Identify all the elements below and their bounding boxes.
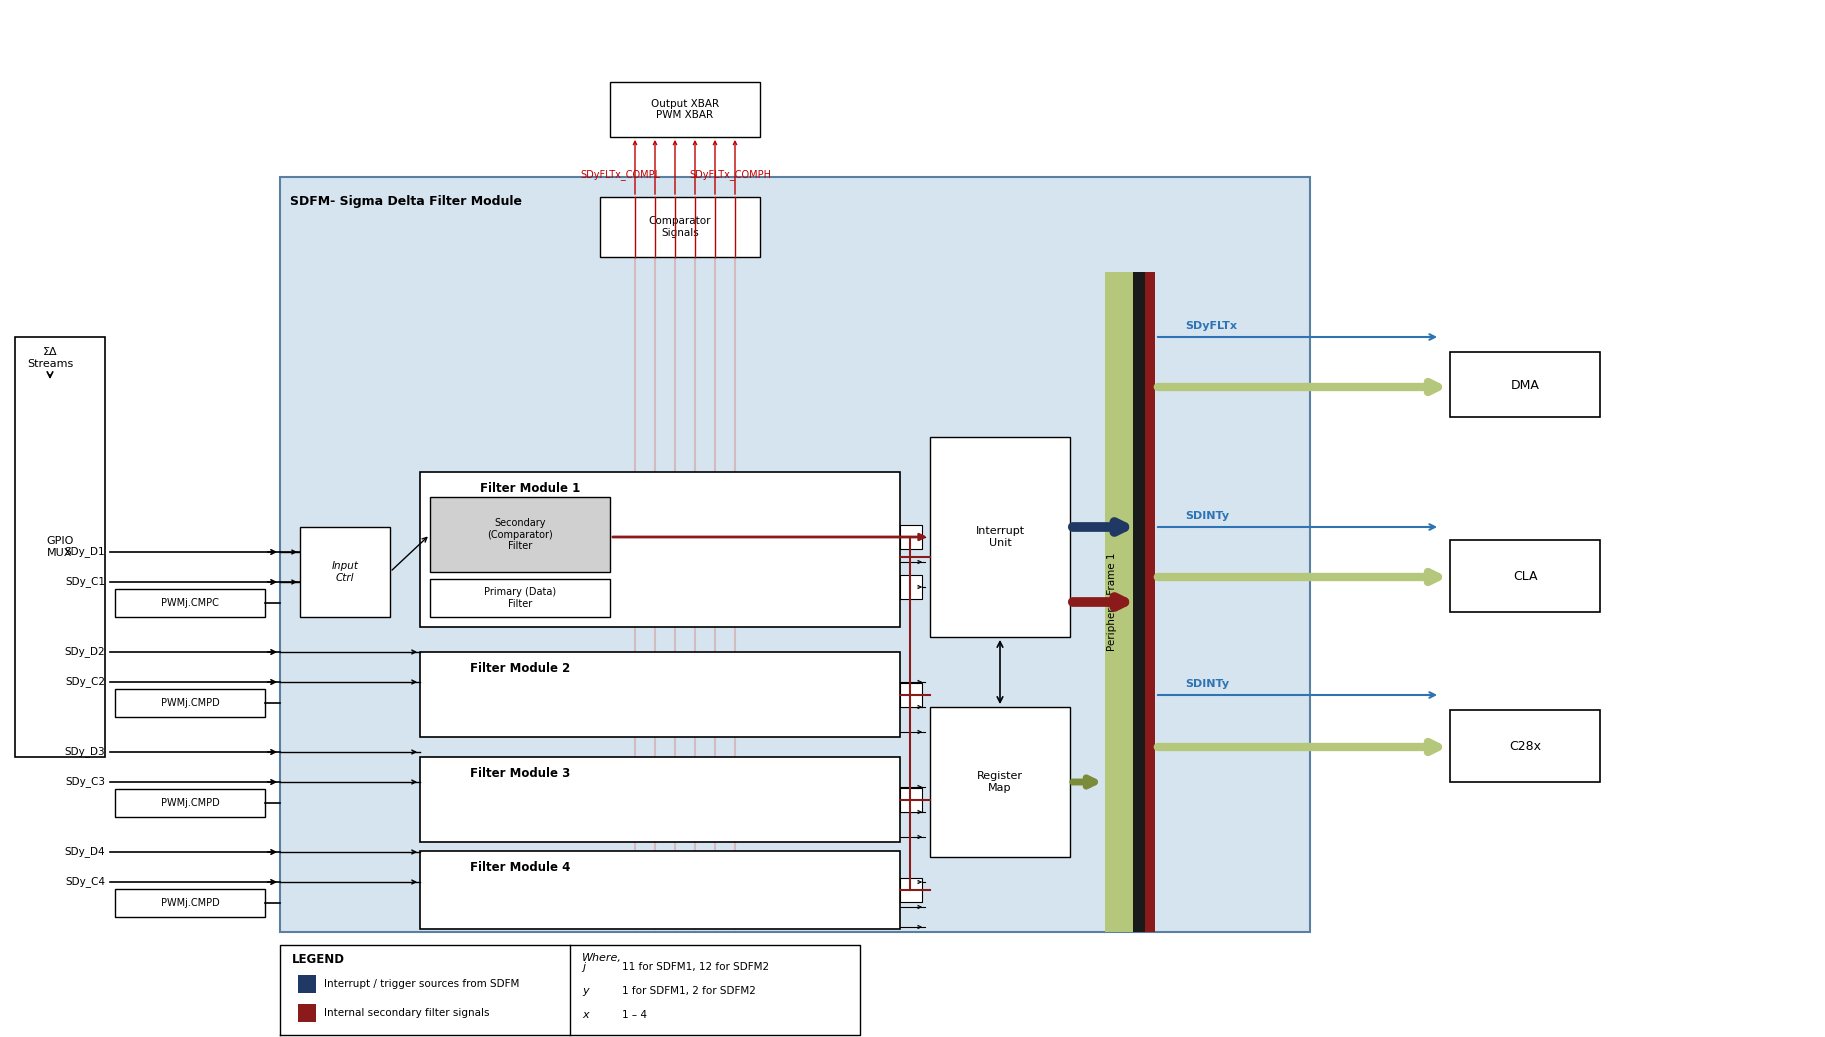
Text: Interrupt
Unit: Interrupt Unit [975, 526, 1024, 548]
FancyBboxPatch shape [420, 472, 900, 627]
FancyBboxPatch shape [900, 525, 922, 549]
Text: C28x: C28x [1509, 739, 1540, 753]
FancyBboxPatch shape [15, 337, 106, 757]
Text: y: y [582, 986, 589, 996]
FancyBboxPatch shape [115, 589, 265, 617]
FancyBboxPatch shape [900, 878, 922, 902]
Text: Peripheral Frame 1: Peripheral Frame 1 [1108, 553, 1117, 651]
FancyBboxPatch shape [297, 1004, 316, 1022]
FancyBboxPatch shape [431, 497, 610, 572]
FancyBboxPatch shape [420, 652, 900, 737]
Text: Comparator
Signals: Comparator Signals [648, 216, 712, 237]
Text: 1 – 4: 1 – 4 [622, 1010, 648, 1020]
Text: Input
Ctrl: Input Ctrl [332, 561, 358, 583]
FancyBboxPatch shape [1451, 352, 1601, 417]
Text: SDFM- Sigma Delta Filter Module: SDFM- Sigma Delta Filter Module [290, 195, 522, 208]
FancyBboxPatch shape [900, 574, 922, 599]
Text: Filter Module 2: Filter Module 2 [471, 662, 569, 675]
FancyBboxPatch shape [931, 707, 1069, 857]
FancyBboxPatch shape [1451, 710, 1601, 782]
Text: x: x [582, 1010, 589, 1020]
Text: SDy_C4: SDy_C4 [66, 876, 106, 888]
Text: SDy_D1: SDy_D1 [64, 546, 106, 558]
Text: Internal secondary filter signals: Internal secondary filter signals [325, 1008, 489, 1018]
Text: Filter Module 1: Filter Module 1 [480, 482, 580, 495]
Text: SDy_C2: SDy_C2 [66, 676, 106, 688]
Text: LEGEND: LEGEND [292, 953, 345, 966]
Text: Filter Module 3: Filter Module 3 [471, 767, 569, 780]
Text: Output XBAR
PWM XBAR: Output XBAR PWM XBAR [652, 99, 719, 120]
Text: PWMj.CMPD: PWMj.CMPD [161, 698, 219, 708]
Text: PWMj.CMPD: PWMj.CMPD [161, 898, 219, 908]
Text: SDy_D4: SDy_D4 [64, 846, 106, 858]
Text: Primary (Data)
Filter: Primary (Data) Filter [484, 587, 557, 609]
Text: SDINTy: SDINTy [1184, 679, 1228, 689]
Text: j: j [582, 962, 586, 972]
FancyBboxPatch shape [115, 789, 265, 817]
Text: PWMj.CMPC: PWMj.CMPC [161, 598, 219, 608]
FancyBboxPatch shape [931, 437, 1069, 637]
FancyBboxPatch shape [600, 197, 759, 257]
Text: Where,: Where, [582, 953, 622, 963]
Text: SDy_D2: SDy_D2 [64, 646, 106, 657]
Text: SDyFLTx: SDyFLTx [1184, 321, 1237, 331]
FancyBboxPatch shape [299, 527, 391, 617]
FancyBboxPatch shape [115, 889, 265, 917]
FancyBboxPatch shape [1133, 272, 1144, 932]
FancyBboxPatch shape [420, 757, 900, 842]
Text: PWMj.CMPD: PWMj.CMPD [161, 798, 219, 808]
FancyBboxPatch shape [115, 689, 265, 717]
Text: SDy_C1: SDy_C1 [66, 577, 106, 587]
FancyBboxPatch shape [610, 82, 759, 137]
FancyBboxPatch shape [420, 851, 900, 929]
Text: Filter Module 4: Filter Module 4 [471, 861, 571, 874]
Text: SDyFLTx_COMPH: SDyFLTx_COMPH [690, 169, 770, 180]
FancyBboxPatch shape [1144, 272, 1155, 932]
FancyBboxPatch shape [431, 579, 610, 617]
FancyBboxPatch shape [279, 177, 1310, 932]
Text: SDy_C3: SDy_C3 [66, 777, 106, 787]
Text: CLA: CLA [1513, 569, 1537, 583]
Text: ΣΔ
Streams: ΣΔ Streams [27, 347, 73, 368]
Text: Register
Map: Register Map [976, 772, 1024, 793]
FancyBboxPatch shape [900, 788, 922, 812]
Text: 11 for SDFM1, 12 for SDFM2: 11 for SDFM1, 12 for SDFM2 [622, 962, 768, 972]
Text: SDyFLTx_COMPL: SDyFLTx_COMPL [580, 169, 661, 180]
Text: SDINTy: SDINTy [1184, 511, 1228, 521]
Text: DMA: DMA [1511, 379, 1540, 392]
FancyBboxPatch shape [1104, 272, 1133, 932]
Text: GPIO
MUX: GPIO MUX [46, 536, 73, 558]
Text: 1 for SDFM1, 2 for SDFM2: 1 for SDFM1, 2 for SDFM2 [622, 986, 756, 996]
Text: Interrupt / trigger sources from SDFM: Interrupt / trigger sources from SDFM [325, 979, 520, 989]
FancyBboxPatch shape [297, 975, 316, 993]
FancyBboxPatch shape [900, 683, 922, 707]
Text: SDy_D3: SDy_D3 [64, 747, 106, 757]
Text: Secondary
(Comparator)
Filter: Secondary (Comparator) Filter [487, 517, 553, 551]
FancyBboxPatch shape [1451, 540, 1601, 612]
